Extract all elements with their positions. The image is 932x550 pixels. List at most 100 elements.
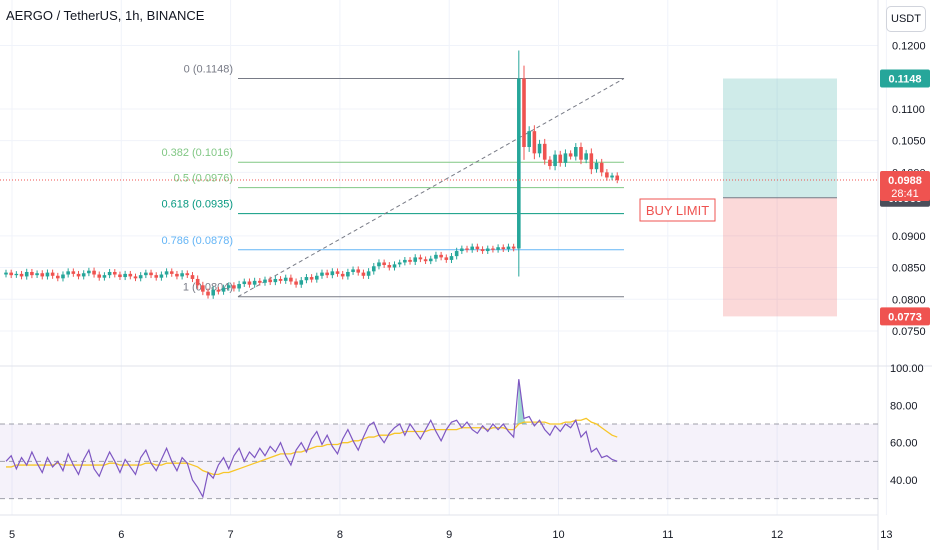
candle-body (610, 176, 614, 178)
candle-body (129, 274, 133, 277)
candle-body (97, 275, 101, 278)
time-tick-label: 7 (228, 529, 234, 541)
candle-body (615, 176, 619, 180)
price-tick-label: 0.0800 (892, 294, 926, 306)
candle-body (25, 272, 29, 276)
candle-body (123, 274, 127, 277)
candle-body (217, 290, 221, 292)
candle-body (481, 249, 485, 251)
candle-body (144, 273, 148, 276)
candle-body (35, 273, 39, 275)
candle-body (403, 260, 407, 263)
candle-body (470, 247, 474, 250)
candle-body (325, 273, 329, 276)
rsi-pane (0, 379, 878, 498)
candle-body (320, 273, 324, 276)
candle-body (377, 262, 381, 266)
candle-body (450, 256, 454, 260)
time-tick-label: 6 (118, 529, 124, 541)
current-price-label: 0.0988 (888, 175, 922, 187)
candle-body (170, 271, 174, 274)
candle-body (149, 273, 153, 276)
candle-body (424, 259, 428, 261)
time-tick-label: 11 (662, 529, 673, 541)
price-badge-label: 0.0773 (888, 311, 922, 323)
candlestick-series (4, 50, 619, 298)
candle-body (315, 276, 319, 280)
candle-body (82, 273, 86, 276)
candle-body (30, 272, 34, 275)
candle-body (232, 285, 236, 288)
candle-body (590, 153, 594, 169)
candle-body (460, 249, 464, 252)
time-tick-label: 12 (771, 529, 783, 541)
candle-body (118, 275, 122, 278)
candle-body (15, 274, 19, 275)
price-badge-label: 0.1148 (888, 74, 921, 86)
candle-body (108, 272, 112, 275)
candle-body (522, 79, 526, 148)
candle-body (4, 273, 8, 275)
candle-body (584, 153, 588, 159)
candle-body (543, 144, 547, 160)
candle-body (476, 247, 480, 250)
candle-body (206, 292, 210, 296)
time-axis[interactable]: 5678910111213 (0, 515, 893, 541)
fib-level-label: 0 (0.1148) (184, 64, 233, 76)
rsi-axis[interactable]: 100.0080.0060.0040.00 (890, 363, 924, 487)
candle-body (191, 275, 195, 279)
candle-body (248, 281, 252, 284)
long-position-tool[interactable] (723, 79, 837, 317)
candle-body (237, 284, 241, 288)
price-tick-label: 0.0900 (892, 231, 926, 243)
candle-body (419, 257, 423, 259)
rsi-band-fill (0, 424, 878, 499)
candle-body (222, 288, 226, 292)
candle-body (465, 249, 469, 250)
stop-loss-zone[interactable] (723, 198, 837, 317)
candle-body (279, 279, 283, 281)
candle-body (305, 277, 309, 280)
candle-body (113, 272, 117, 275)
fib-level-label: 0.786 (0.0878) (161, 235, 233, 247)
candle-body (72, 271, 76, 274)
candle-body (46, 273, 50, 277)
currency-button[interactable]: USDT (886, 6, 926, 32)
candle-body (434, 255, 438, 259)
candle-body (564, 153, 568, 163)
candle-body (455, 251, 459, 256)
candle-body (351, 269, 355, 272)
candle-body (186, 273, 190, 275)
candle-body (574, 147, 578, 157)
time-tick-label: 5 (9, 529, 15, 541)
candle-body (201, 285, 205, 291)
rsi-tick-label: 80.00 (890, 400, 918, 412)
candle-body (507, 247, 511, 250)
candle-body (268, 280, 272, 283)
candle-body (139, 275, 143, 278)
candle-body (527, 131, 531, 147)
rsi-tick-label: 100.00 (890, 363, 924, 375)
candle-body (382, 262, 386, 265)
buy-limit-annotation[interactable]: BUY LIMIT (640, 199, 715, 221)
symbol-title[interactable]: AERGO / TetherUS, 1h, BINANCE (6, 8, 204, 23)
candle-body (533, 131, 537, 153)
candle-body (20, 274, 24, 277)
price-tick-label: 0.0850 (892, 263, 926, 275)
candle-body (196, 279, 200, 285)
candle-body (445, 257, 449, 260)
candle-body (51, 273, 55, 276)
candle-body (227, 285, 231, 288)
candle-body (40, 273, 44, 276)
candle-body (388, 265, 392, 268)
candle-body (134, 276, 138, 278)
candle-body (310, 277, 314, 280)
candle-body (512, 247, 516, 249)
candle-body (331, 271, 335, 275)
candle-body (77, 274, 81, 277)
candle-body (605, 172, 609, 177)
candle-body (429, 259, 433, 262)
candle-body (294, 281, 298, 284)
candle-body (372, 266, 376, 271)
